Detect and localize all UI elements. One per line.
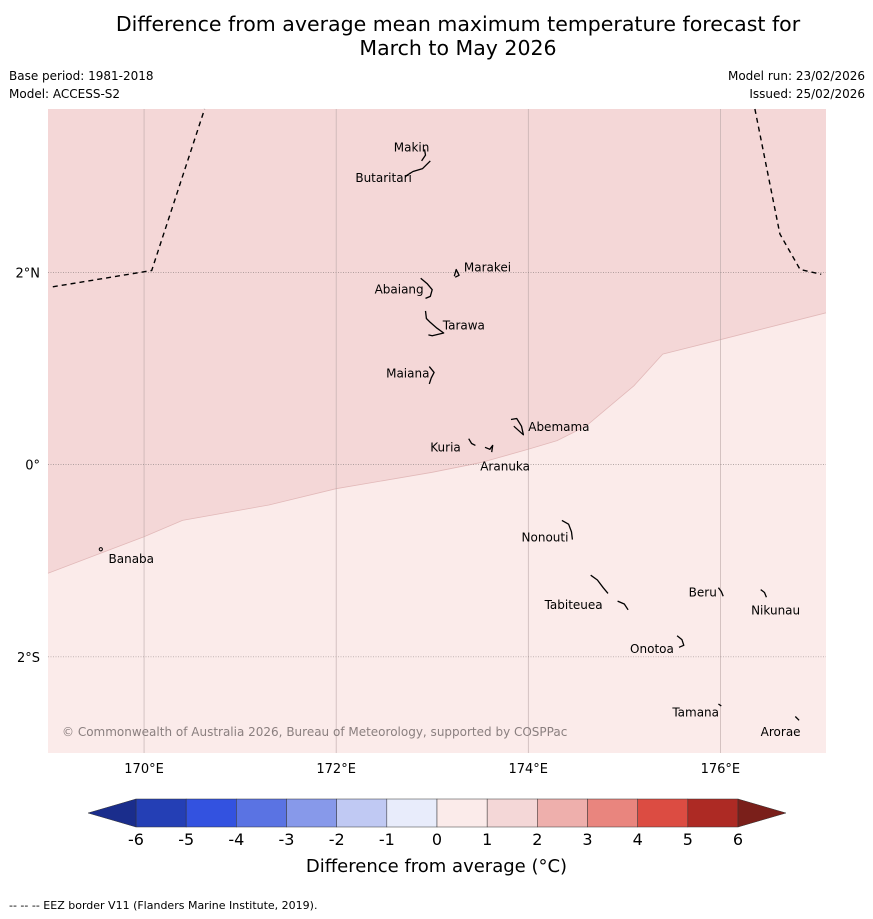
colorbar-tick-label: 1 bbox=[482, 830, 492, 849]
island-label-tabiteuea: Tabiteuea bbox=[544, 598, 603, 612]
colorbar-tick-label: -5 bbox=[178, 830, 194, 849]
colorbar-segment bbox=[486, 798, 538, 828]
eez-border-east bbox=[754, 108, 822, 275]
colorbar-tick-label: 5 bbox=[683, 830, 693, 849]
island-nonouti bbox=[561, 519, 574, 540]
colorbar-under-arrow bbox=[87, 798, 137, 828]
colorbar-over-arrow bbox=[737, 798, 787, 828]
lon-tick-label: 172°E bbox=[316, 762, 356, 777]
island-label-arorae: Arorae bbox=[761, 725, 801, 739]
island-label-tamana: Tamana bbox=[671, 706, 719, 720]
copyright-notice: © Commonwealth of Australia 2026, Bureau… bbox=[62, 725, 567, 739]
colorbar-tick-label: -6 bbox=[128, 830, 144, 849]
zone-boundary bbox=[47, 312, 827, 574]
issued-date: Issued: 25/02/2026 bbox=[749, 87, 865, 101]
colorbar-tick-label: 6 bbox=[733, 830, 743, 849]
base-period: Base period: 1981-2018 bbox=[9, 69, 154, 83]
island-beru bbox=[717, 587, 724, 597]
colorbar-segment bbox=[236, 798, 287, 828]
island-onotoa bbox=[676, 635, 685, 648]
island-label-tarawa: Tarawa bbox=[442, 318, 485, 332]
colorbar-segment bbox=[687, 798, 739, 828]
island-tarawa bbox=[424, 310, 445, 337]
lat-tick-label: 2°S bbox=[17, 651, 40, 666]
island-label-beru: Beru bbox=[689, 585, 717, 599]
island-label-banaba: Banaba bbox=[109, 552, 155, 566]
lat-tick-label: 0° bbox=[25, 459, 40, 474]
colorbar-tick-label: -2 bbox=[329, 830, 345, 849]
lat-tick-label: 2°N bbox=[16, 266, 41, 281]
eez-border-west bbox=[52, 108, 206, 288]
island-label-butaritari: Butaritari bbox=[355, 171, 412, 185]
title-line-1: Difference from average mean maximum tem… bbox=[115, 12, 801, 36]
island-label-aranuka: Aranuka bbox=[480, 460, 530, 474]
lon-tick-label: 170°E bbox=[124, 762, 164, 777]
island-maiana bbox=[428, 366, 435, 385]
chart-title: Difference from average mean maximum tem… bbox=[0, 12, 873, 60]
meta-right: Model run: 23/02/2026 Issued: 25/02/2026 bbox=[728, 67, 865, 103]
island-label-marakei: Marakei bbox=[464, 261, 511, 275]
colorbar-segment bbox=[135, 798, 187, 828]
colorbar-tick-label: 0 bbox=[432, 830, 442, 849]
lon-tick-label: 174°E bbox=[508, 762, 548, 777]
island-label-nonouti: Nonouti bbox=[522, 531, 569, 545]
colorbar-segment bbox=[436, 798, 488, 828]
colorbar-tick-label: 3 bbox=[582, 830, 592, 849]
colorbar-segment bbox=[537, 798, 588, 828]
island-tamana bbox=[718, 703, 722, 707]
colorbar-label: Difference from average (°C) bbox=[305, 856, 568, 877]
island-kuria bbox=[468, 438, 476, 446]
island-label-nikunau: Nikunau bbox=[751, 604, 800, 618]
zone-0-to-1 bbox=[48, 312, 826, 753]
island-label-maiana: Maiana bbox=[386, 366, 429, 380]
island-label-makin: Makin bbox=[394, 140, 430, 154]
island-nikunau bbox=[760, 589, 768, 598]
island-abaiang bbox=[420, 277, 433, 299]
island-arorae bbox=[794, 716, 800, 721]
colorbar-segment bbox=[185, 798, 237, 828]
colorbar-segment bbox=[336, 798, 388, 828]
island-label-onotoa: Onotoa bbox=[630, 642, 674, 656]
island-label-kuria: Kuria bbox=[430, 440, 461, 454]
model-name: Model: ACCESS-S2 bbox=[9, 87, 121, 101]
island-butaritari bbox=[404, 160, 431, 177]
colorbar-segment bbox=[386, 798, 438, 828]
island-label-abemama: Abemama bbox=[528, 420, 589, 434]
title-line-2: March to May 2026 bbox=[359, 36, 557, 60]
colorbar-tick-label: -4 bbox=[228, 830, 244, 849]
colorbar-segment bbox=[637, 798, 689, 828]
island-abemama bbox=[510, 417, 525, 436]
colorbar-segment bbox=[286, 798, 337, 828]
island-aranuka bbox=[484, 444, 494, 453]
colorbar-tick-label: 4 bbox=[633, 830, 643, 849]
island-tabiteuea bbox=[590, 574, 609, 594]
lon-tick-label: 176°E bbox=[701, 762, 741, 777]
island-banaba bbox=[98, 547, 103, 552]
model-run: Model run: 23/02/2026 bbox=[727, 69, 865, 83]
colorbar-tick-label: 2 bbox=[532, 830, 542, 849]
island-makin bbox=[421, 149, 427, 162]
colorbar-tick-label: -1 bbox=[379, 830, 395, 849]
colorbar-segment bbox=[587, 798, 638, 828]
colorbar-tick-label: -3 bbox=[279, 830, 295, 849]
eez-footnote: -- -- -- EEZ border V11 (Flanders Marine… bbox=[9, 899, 318, 912]
island-label-abaiang: Abaiang bbox=[375, 283, 424, 297]
island-marakei bbox=[453, 268, 460, 278]
island-tabiteuea-south bbox=[617, 600, 629, 611]
meta-left: Base period: 1981-2018 Model: ACCESS-S2 bbox=[9, 67, 154, 103]
